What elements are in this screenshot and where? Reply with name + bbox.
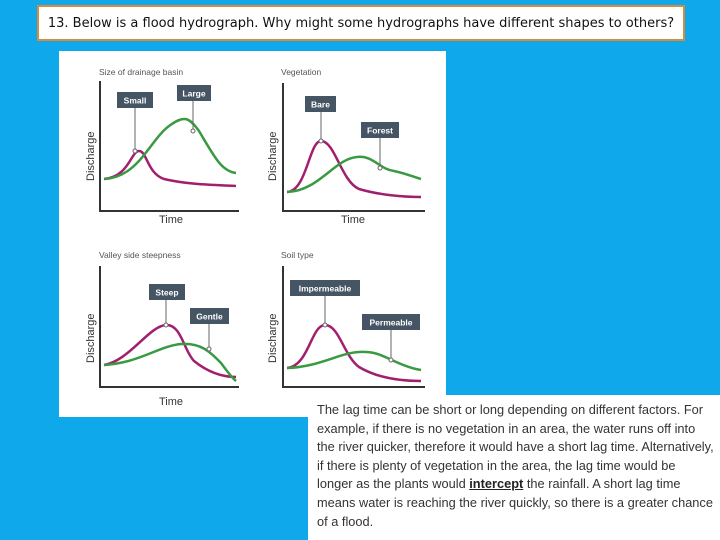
y-axis-label: Discharge (85, 313, 97, 363)
hydrograph-forest (286, 155, 422, 194)
panel-title: Valley side steepness (99, 250, 181, 260)
tag-large-label: Large (182, 89, 205, 99)
panel-soil-type: Soil type Discharge Time Impermeable Per… (267, 250, 425, 408)
tag-permeable-label: Permeable (370, 318, 413, 328)
explanation-text-part1: The lag time can be short or long depend… (317, 402, 714, 492)
hydrograph-figure: Size of drainage basin Discharge Time Sm… (59, 51, 446, 417)
tag-permeable (362, 314, 420, 330)
hydrograph-small (103, 149, 237, 188)
tag-large (177, 85, 211, 101)
tag-small (117, 92, 153, 108)
explanation-paragraph: The lag time can be short or long depend… (317, 401, 714, 531)
explanation-textbox: The lag time can be short or long depend… (308, 395, 720, 540)
question-box: 13. Below is a flood hydrograph. Why mig… (37, 5, 685, 41)
x-axis-label: Time (159, 396, 183, 408)
panel-title: Soil type (281, 250, 314, 260)
y-axis-label: Discharge (85, 131, 97, 181)
hydrograph-large (103, 117, 237, 181)
tag-gentle-label: Gentle (196, 312, 223, 322)
tag-small-label: Small (124, 96, 147, 106)
tag-steep (149, 284, 185, 300)
tag-gentle (190, 308, 229, 324)
panel-valley-steepness: Valley side steepness Discharge Time Ste… (85, 250, 239, 408)
y-axis-label: Discharge (267, 131, 279, 181)
tag-bare-label: Bare (311, 100, 330, 110)
tag-impermeable-label: Impermeable (299, 284, 352, 294)
keyword-intercept: intercept (469, 476, 524, 492)
tag-forest-label: Forest (367, 126, 393, 136)
x-axis-label: Time (159, 214, 183, 226)
explanation-text-part2: the rainfall. A short lag time means wat… (317, 476, 713, 529)
panel-title: Vegetation (281, 67, 321, 77)
hydrograph-impermeable (286, 323, 422, 383)
panel-vegetation: Vegetation Discharge Time Bare Forest (267, 67, 425, 226)
tag-forest (361, 122, 399, 138)
tag-impermeable (290, 280, 360, 296)
hydrograph-gentle (103, 342, 237, 382)
y-axis-label: Discharge (267, 313, 279, 363)
hydrograph-steep (103, 323, 237, 379)
question-text: 13. Below is a flood hydrograph. Why mig… (47, 15, 675, 31)
x-axis-label: Time (341, 214, 365, 226)
panel-title: Size of drainage basin (99, 67, 183, 77)
tag-steep-label: Steep (155, 288, 178, 298)
hydrograph-bare (286, 139, 422, 199)
tag-bare (305, 96, 336, 112)
hydrograph-permeable (286, 350, 422, 372)
panel-drainage-basin: Size of drainage basin Discharge Time Sm… (85, 67, 239, 226)
